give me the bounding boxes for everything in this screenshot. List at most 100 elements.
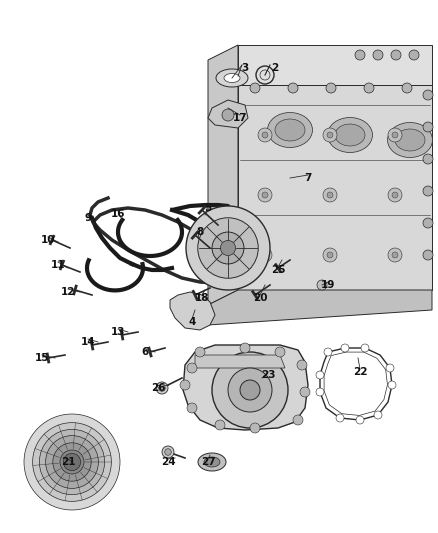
Text: 13: 13 <box>111 327 125 337</box>
Circle shape <box>423 90 433 100</box>
Text: 10: 10 <box>41 235 55 245</box>
Circle shape <box>293 415 303 425</box>
Circle shape <box>361 344 369 352</box>
Circle shape <box>388 381 396 389</box>
Circle shape <box>195 347 205 357</box>
Text: 2: 2 <box>272 63 279 73</box>
Circle shape <box>39 430 105 495</box>
Circle shape <box>53 443 91 481</box>
Circle shape <box>187 363 197 373</box>
Circle shape <box>64 454 81 471</box>
Circle shape <box>324 348 332 356</box>
Ellipse shape <box>395 129 425 151</box>
Ellipse shape <box>216 69 248 87</box>
Polygon shape <box>238 45 432 85</box>
Text: 25: 25 <box>271 265 285 275</box>
Circle shape <box>240 343 250 353</box>
Circle shape <box>356 416 364 424</box>
Text: 24: 24 <box>161 457 175 467</box>
Circle shape <box>386 364 394 372</box>
Text: 19: 19 <box>321 280 335 290</box>
Circle shape <box>423 154 433 164</box>
Circle shape <box>162 446 174 458</box>
Text: 18: 18 <box>195 293 209 303</box>
Circle shape <box>423 186 433 196</box>
Ellipse shape <box>268 112 312 148</box>
Circle shape <box>364 83 374 93</box>
Ellipse shape <box>328 117 372 152</box>
Circle shape <box>33 423 111 502</box>
Circle shape <box>24 414 120 510</box>
Circle shape <box>215 420 225 430</box>
Ellipse shape <box>275 119 305 141</box>
Circle shape <box>258 248 272 262</box>
Circle shape <box>373 50 383 60</box>
Circle shape <box>258 128 272 142</box>
Circle shape <box>258 188 272 202</box>
Circle shape <box>212 352 288 428</box>
Text: 15: 15 <box>35 353 49 363</box>
Ellipse shape <box>224 74 240 83</box>
Polygon shape <box>238 85 432 290</box>
Circle shape <box>228 368 272 412</box>
Circle shape <box>297 360 307 370</box>
Circle shape <box>341 344 349 352</box>
Circle shape <box>186 206 270 290</box>
Circle shape <box>323 248 337 262</box>
Circle shape <box>262 132 268 138</box>
Circle shape <box>323 128 337 142</box>
Text: 21: 21 <box>61 457 75 467</box>
Text: 14: 14 <box>81 337 95 347</box>
Circle shape <box>355 50 365 60</box>
Ellipse shape <box>388 123 432 157</box>
Polygon shape <box>208 290 432 325</box>
Circle shape <box>409 50 419 60</box>
Circle shape <box>423 250 433 260</box>
Circle shape <box>159 385 165 391</box>
Circle shape <box>388 188 402 202</box>
Text: 11: 11 <box>51 260 65 270</box>
Circle shape <box>392 192 398 198</box>
Circle shape <box>327 132 333 138</box>
Polygon shape <box>195 355 285 368</box>
Polygon shape <box>183 345 308 430</box>
Circle shape <box>317 280 327 290</box>
Text: 16: 16 <box>111 209 125 219</box>
Circle shape <box>388 128 402 142</box>
Circle shape <box>392 132 398 138</box>
Text: 20: 20 <box>253 293 267 303</box>
Polygon shape <box>170 292 215 330</box>
Text: 17: 17 <box>233 113 247 123</box>
Circle shape <box>60 450 84 474</box>
Text: 26: 26 <box>151 383 165 393</box>
Text: 12: 12 <box>61 287 75 297</box>
Circle shape <box>275 347 285 357</box>
Circle shape <box>327 192 333 198</box>
Circle shape <box>288 83 298 93</box>
Circle shape <box>165 449 171 455</box>
Circle shape <box>262 252 268 258</box>
Circle shape <box>262 192 268 198</box>
Text: 5: 5 <box>205 203 212 213</box>
Circle shape <box>180 380 190 390</box>
Text: 22: 22 <box>353 367 367 377</box>
Text: 3: 3 <box>241 63 249 73</box>
Circle shape <box>250 83 260 93</box>
Text: 4: 4 <box>188 317 196 327</box>
Circle shape <box>250 423 260 433</box>
Circle shape <box>336 414 344 422</box>
Circle shape <box>316 388 324 396</box>
Text: 7: 7 <box>304 173 312 183</box>
Circle shape <box>392 252 398 258</box>
Circle shape <box>198 218 258 278</box>
Circle shape <box>220 240 236 255</box>
Circle shape <box>423 122 433 132</box>
Circle shape <box>374 411 382 419</box>
Circle shape <box>316 371 324 379</box>
Circle shape <box>326 83 336 93</box>
Circle shape <box>323 188 337 202</box>
Circle shape <box>327 252 333 258</box>
Circle shape <box>391 50 401 60</box>
Circle shape <box>222 109 234 121</box>
Circle shape <box>212 232 244 264</box>
